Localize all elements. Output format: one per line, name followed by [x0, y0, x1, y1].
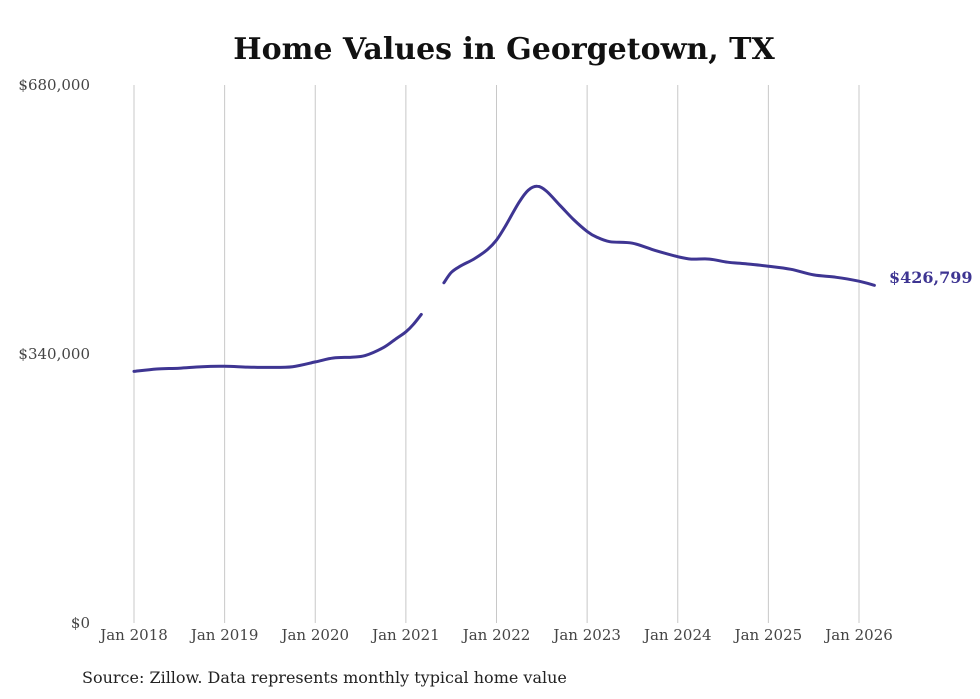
x-axis-ticks: Jan 2018 Jan 2019 Jan 2020 Jan 2021 Jan 2022…: [98, 626, 893, 644]
series-line-segment-1: [132, 312, 423, 373]
chart-title: Home Values in Georgetown, TX: [233, 32, 775, 67]
x-tick-label: Jan 2026: [823, 626, 893, 644]
series-line-segment-2: [442, 184, 876, 287]
y-tick-label: $0: [71, 614, 90, 632]
gridlines: [133, 85, 860, 623]
x-tick-label: Jan 2020: [279, 626, 349, 644]
source-note: Source: Zillow. Data represents monthly …: [82, 668, 567, 687]
x-tick-label: Jan 2024: [642, 626, 712, 644]
x-tick-label: Jan 2025: [733, 626, 803, 644]
y-tick-label: $340,000: [18, 345, 90, 363]
x-tick-label: Jan 2022: [461, 626, 531, 644]
end-value-label: $426,799: [889, 268, 973, 287]
x-tick-label: Jan 2019: [189, 626, 259, 644]
y-tick-label: $680,000: [18, 76, 90, 94]
x-tick-label: Jan 2021: [370, 626, 440, 644]
x-tick-label: Jan 2023: [551, 626, 621, 644]
x-tick-label: Jan 2018: [98, 626, 168, 644]
series-lines: [132, 184, 876, 373]
y-axis-ticks: $0 $340,000 $680,000: [18, 76, 90, 632]
